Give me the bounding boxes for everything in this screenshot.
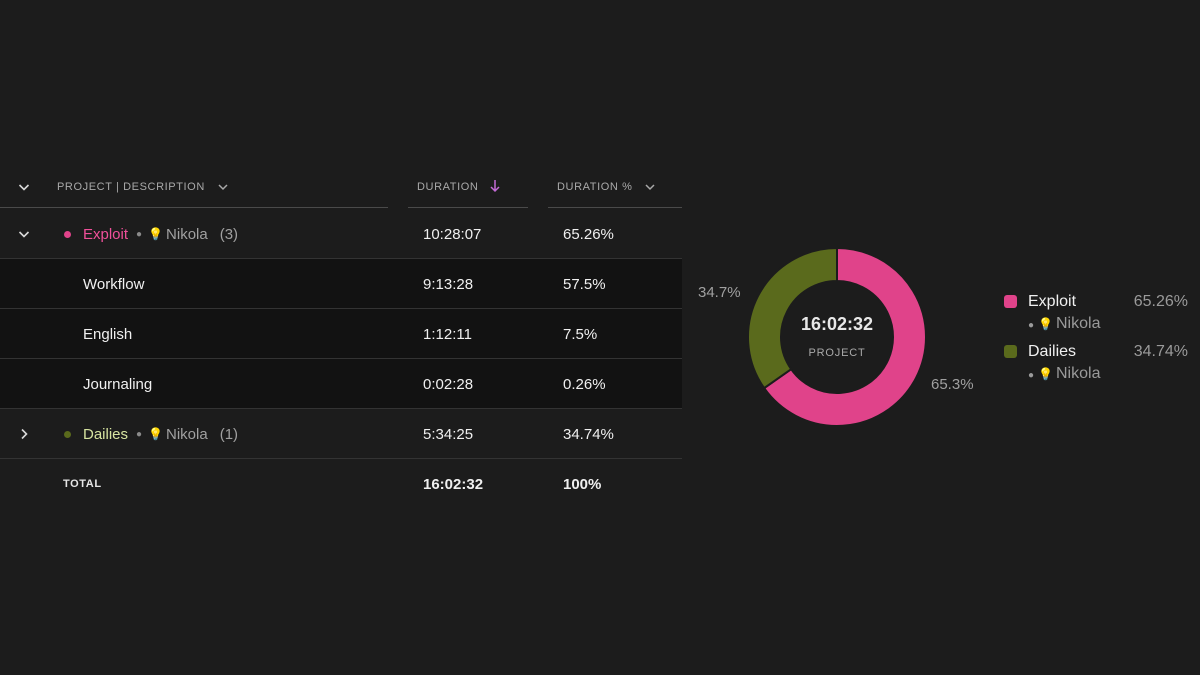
table-row[interactable]: Journaling 0:02:28 0.26% [0, 359, 682, 409]
duration-value: 9:13:28 [423, 275, 474, 293]
separator-dot: ● [136, 228, 143, 240]
legend-client: ● 💡 Nikola [1028, 315, 1101, 332]
table-header: PROJECT | DESCRIPTION DURATION DURATION … [0, 166, 682, 208]
client-name: Nikola [166, 425, 208, 443]
expand-chevron-icon[interactable] [18, 409, 30, 459]
collapse-all-chevron-icon[interactable] [18, 166, 30, 208]
duration-value: 5:34:25 [423, 425, 474, 443]
project-color-dot [64, 430, 71, 438]
chart-center-value: 16:02:32 [801, 314, 873, 334]
column-header-project[interactable]: PROJECT | DESCRIPTION [57, 166, 229, 208]
donut-chart: 16:02:32 PROJECT 65.3% 34.7% [698, 246, 974, 427]
column-header-duration-pct-label: DURATION % [557, 181, 633, 193]
donut-slice-dailies[interactable] [747, 246, 838, 390]
legend-percent: 34.74% [1133, 343, 1188, 360]
donut-slice-exploit[interactable] [762, 246, 927, 427]
legend-name: Exploit [1028, 293, 1077, 310]
separator-dot: ● [136, 428, 143, 440]
description: Journaling [83, 375, 153, 393]
legend-item-dailies[interactable]: Dailies 34.74% ● 💡 Nikola [1004, 343, 1194, 387]
table-row[interactable]: Workflow 9:13:28 57.5% [0, 259, 682, 309]
project-color-dot [64, 230, 71, 238]
entry-count: (3) [219, 225, 239, 243]
duration-percent: 65.26% [563, 225, 614, 243]
description: Workflow [83, 275, 145, 293]
duration-percent: 0.26% [563, 375, 606, 393]
slice-label-exploit: 65.3% [931, 376, 974, 393]
chevron-down-icon[interactable] [217, 181, 229, 193]
column-header-project-label: PROJECT | DESCRIPTION [57, 181, 205, 193]
legend-item-exploit[interactable]: Exploit 65.26% ● 💡 Nikola [1004, 293, 1194, 337]
entry-count: (1) [219, 425, 239, 443]
column-header-duration-label: DURATION [417, 181, 479, 193]
column-header-duration-pct[interactable]: DURATION % [557, 166, 656, 208]
legend-client-name: Nikola [1056, 365, 1101, 382]
arrow-down-icon[interactable] [490, 179, 500, 196]
legend-swatch [1004, 295, 1017, 308]
duration-percent: 57.5% [563, 275, 606, 293]
lightbulb-icon: 💡 [1038, 317, 1053, 331]
legend-name: Dailies [1028, 343, 1077, 360]
duration-percent: 34.74% [563, 425, 614, 443]
total-percent: 100% [563, 475, 602, 493]
table-row[interactable]: English 1:12:11 7.5% [0, 309, 682, 359]
project-name[interactable]: Exploit [83, 225, 129, 243]
total-label: TOTAL [63, 478, 102, 490]
duration-percent: 7.5% [563, 325, 598, 343]
description: English [83, 325, 133, 343]
legend-swatch [1004, 345, 1017, 358]
table-row-group-dailies[interactable]: Dailies ● 💡 Nikola (1) 5:34:25 34.74% [0, 409, 682, 459]
total-duration: 16:02:32 [423, 475, 484, 493]
duration-value: 10:28:07 [423, 225, 482, 243]
lightbulb-icon: 💡 [1038, 367, 1053, 381]
lightbulb-icon: 💡 [148, 427, 164, 441]
project-name[interactable]: Dailies [83, 425, 129, 443]
legend-client-name: Nikola [1056, 315, 1101, 332]
duration-value: 1:12:11 [423, 325, 472, 343]
lightbulb-icon: 💡 [148, 227, 164, 241]
chart-center-label: PROJECT [809, 347, 866, 359]
legend-percent: 65.26% [1133, 293, 1188, 310]
collapse-chevron-icon[interactable] [18, 209, 30, 259]
table-total-row: TOTAL 16:02:32 100% [0, 459, 682, 509]
chevron-down-icon[interactable] [644, 181, 656, 193]
legend-client: ● 💡 Nikola [1028, 365, 1101, 382]
client-name: Nikola [166, 225, 208, 243]
table-row-group-exploit[interactable]: Exploit ● 💡 Nikola (3) 10:28:07 65.26% [0, 209, 682, 259]
header-divider [548, 207, 682, 208]
header-divider [0, 207, 388, 208]
column-header-duration[interactable]: DURATION [417, 166, 500, 208]
header-divider [408, 207, 528, 208]
duration-value: 0:02:28 [423, 375, 474, 393]
slice-label-dailies: 34.7% [698, 284, 741, 301]
